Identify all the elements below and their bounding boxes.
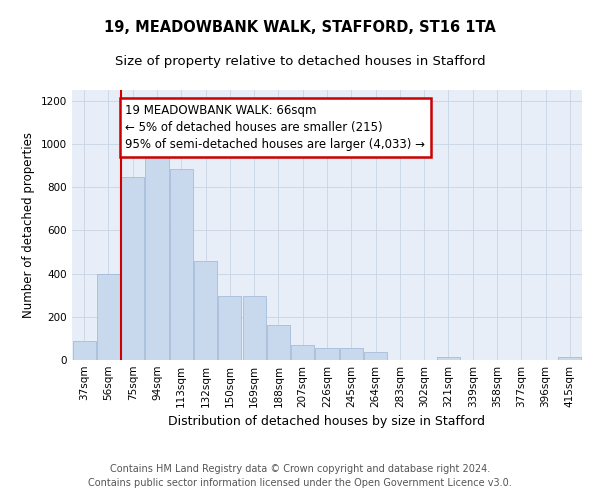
Bar [242, 296, 266, 360]
Bar [364, 352, 387, 360]
Bar [340, 348, 363, 360]
Text: 19 MEADOWBANK WALK: 66sqm
← 5% of detached houses are smaller (215)
95% of semi-: 19 MEADOWBANK WALK: 66sqm ← 5% of detach… [125, 104, 425, 151]
Bar [145, 152, 169, 360]
Bar [437, 357, 460, 360]
Y-axis label: Number of detached properties: Number of detached properties [22, 132, 35, 318]
Bar [97, 274, 120, 360]
Bar [121, 178, 144, 360]
Bar [73, 340, 95, 360]
X-axis label: Distribution of detached houses by size in Stafford: Distribution of detached houses by size … [169, 416, 485, 428]
Bar [559, 357, 581, 360]
Text: Size of property relative to detached houses in Stafford: Size of property relative to detached ho… [115, 55, 485, 68]
Text: 19, MEADOWBANK WALK, STAFFORD, ST16 1TA: 19, MEADOWBANK WALK, STAFFORD, ST16 1TA [104, 20, 496, 35]
Text: Contains HM Land Registry data © Crown copyright and database right 2024.
Contai: Contains HM Land Registry data © Crown c… [88, 464, 512, 487]
Bar [218, 296, 241, 360]
Bar [267, 326, 290, 360]
Bar [194, 260, 217, 360]
Bar [291, 345, 314, 360]
Bar [170, 169, 193, 360]
Bar [316, 348, 338, 360]
